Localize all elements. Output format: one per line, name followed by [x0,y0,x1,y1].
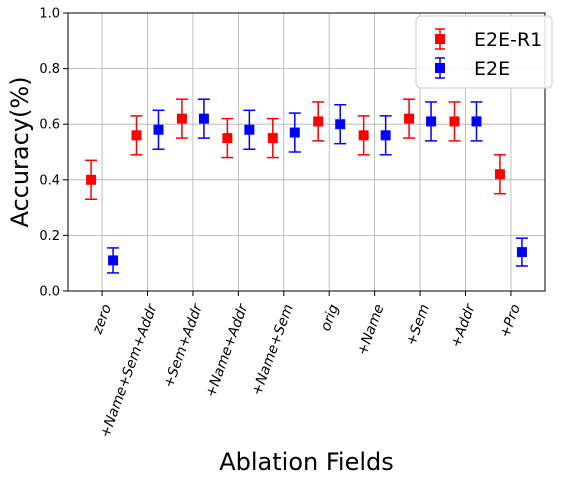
legend: E2E-R1 E2E [415,15,553,89]
x-tick-label: +Sem+Addr [161,301,206,390]
data-point [449,116,460,127]
data-point [404,113,415,124]
data-point [426,116,437,127]
y-tick-label: 0.4 [39,173,60,188]
data-point [380,130,391,141]
data-point [198,113,209,124]
x-tick-layer: zero+Name+Sem+Addr +Sem+Addr+Name+Addr+Na… [89,291,524,440]
data-point [516,247,527,258]
data-point [86,174,97,185]
y-tick-label: 0.8 [39,62,60,77]
data-point [289,127,300,138]
x-tick-label: orig [318,302,342,333]
x-tick-label: zero [89,302,115,337]
plot-frame [67,12,546,292]
y-tick-layer: 0.0 0.2 0.4 0.6 0.8 1.0 [39,7,68,300]
y-tick-label: 1.0 [39,7,60,22]
y-axis-label: Accuracy(%) [6,76,34,227]
x-axis-label: Ablation Fields [219,448,394,475]
data-point [153,124,164,135]
data-point [358,130,369,141]
data-point [471,116,482,127]
y-tick-label: 0.0 [39,285,60,300]
data-point [131,130,142,141]
data-point [222,133,233,144]
data-point [176,113,187,124]
legend-items: E2E-R1 E2E [435,28,542,80]
x-tick-label: +Name [354,302,387,357]
legend-label: E2E [474,58,510,80]
marker-layer [86,113,527,266]
legend-label: E2E-R1 [474,29,542,51]
data-point [494,169,505,180]
legend-marker [435,63,445,73]
data-point [108,255,119,266]
y-tick-label: 0.2 [39,229,60,244]
x-tick-label: +Addr [448,301,479,350]
data-point [244,124,255,135]
y-tick-label: 0.6 [39,118,60,133]
error-bar-layer [85,98,528,274]
data-point [335,119,346,130]
data-point [313,116,324,127]
x-tick-label: +Name+Sem [249,302,297,398]
legend-marker [435,34,445,44]
data-point [267,133,278,144]
legend-box [415,15,553,89]
x-tick-label: +Name+Addr [203,301,252,400]
x-tick-label: +Sem [403,302,433,348]
x-tick-label: +Pro [497,302,524,340]
